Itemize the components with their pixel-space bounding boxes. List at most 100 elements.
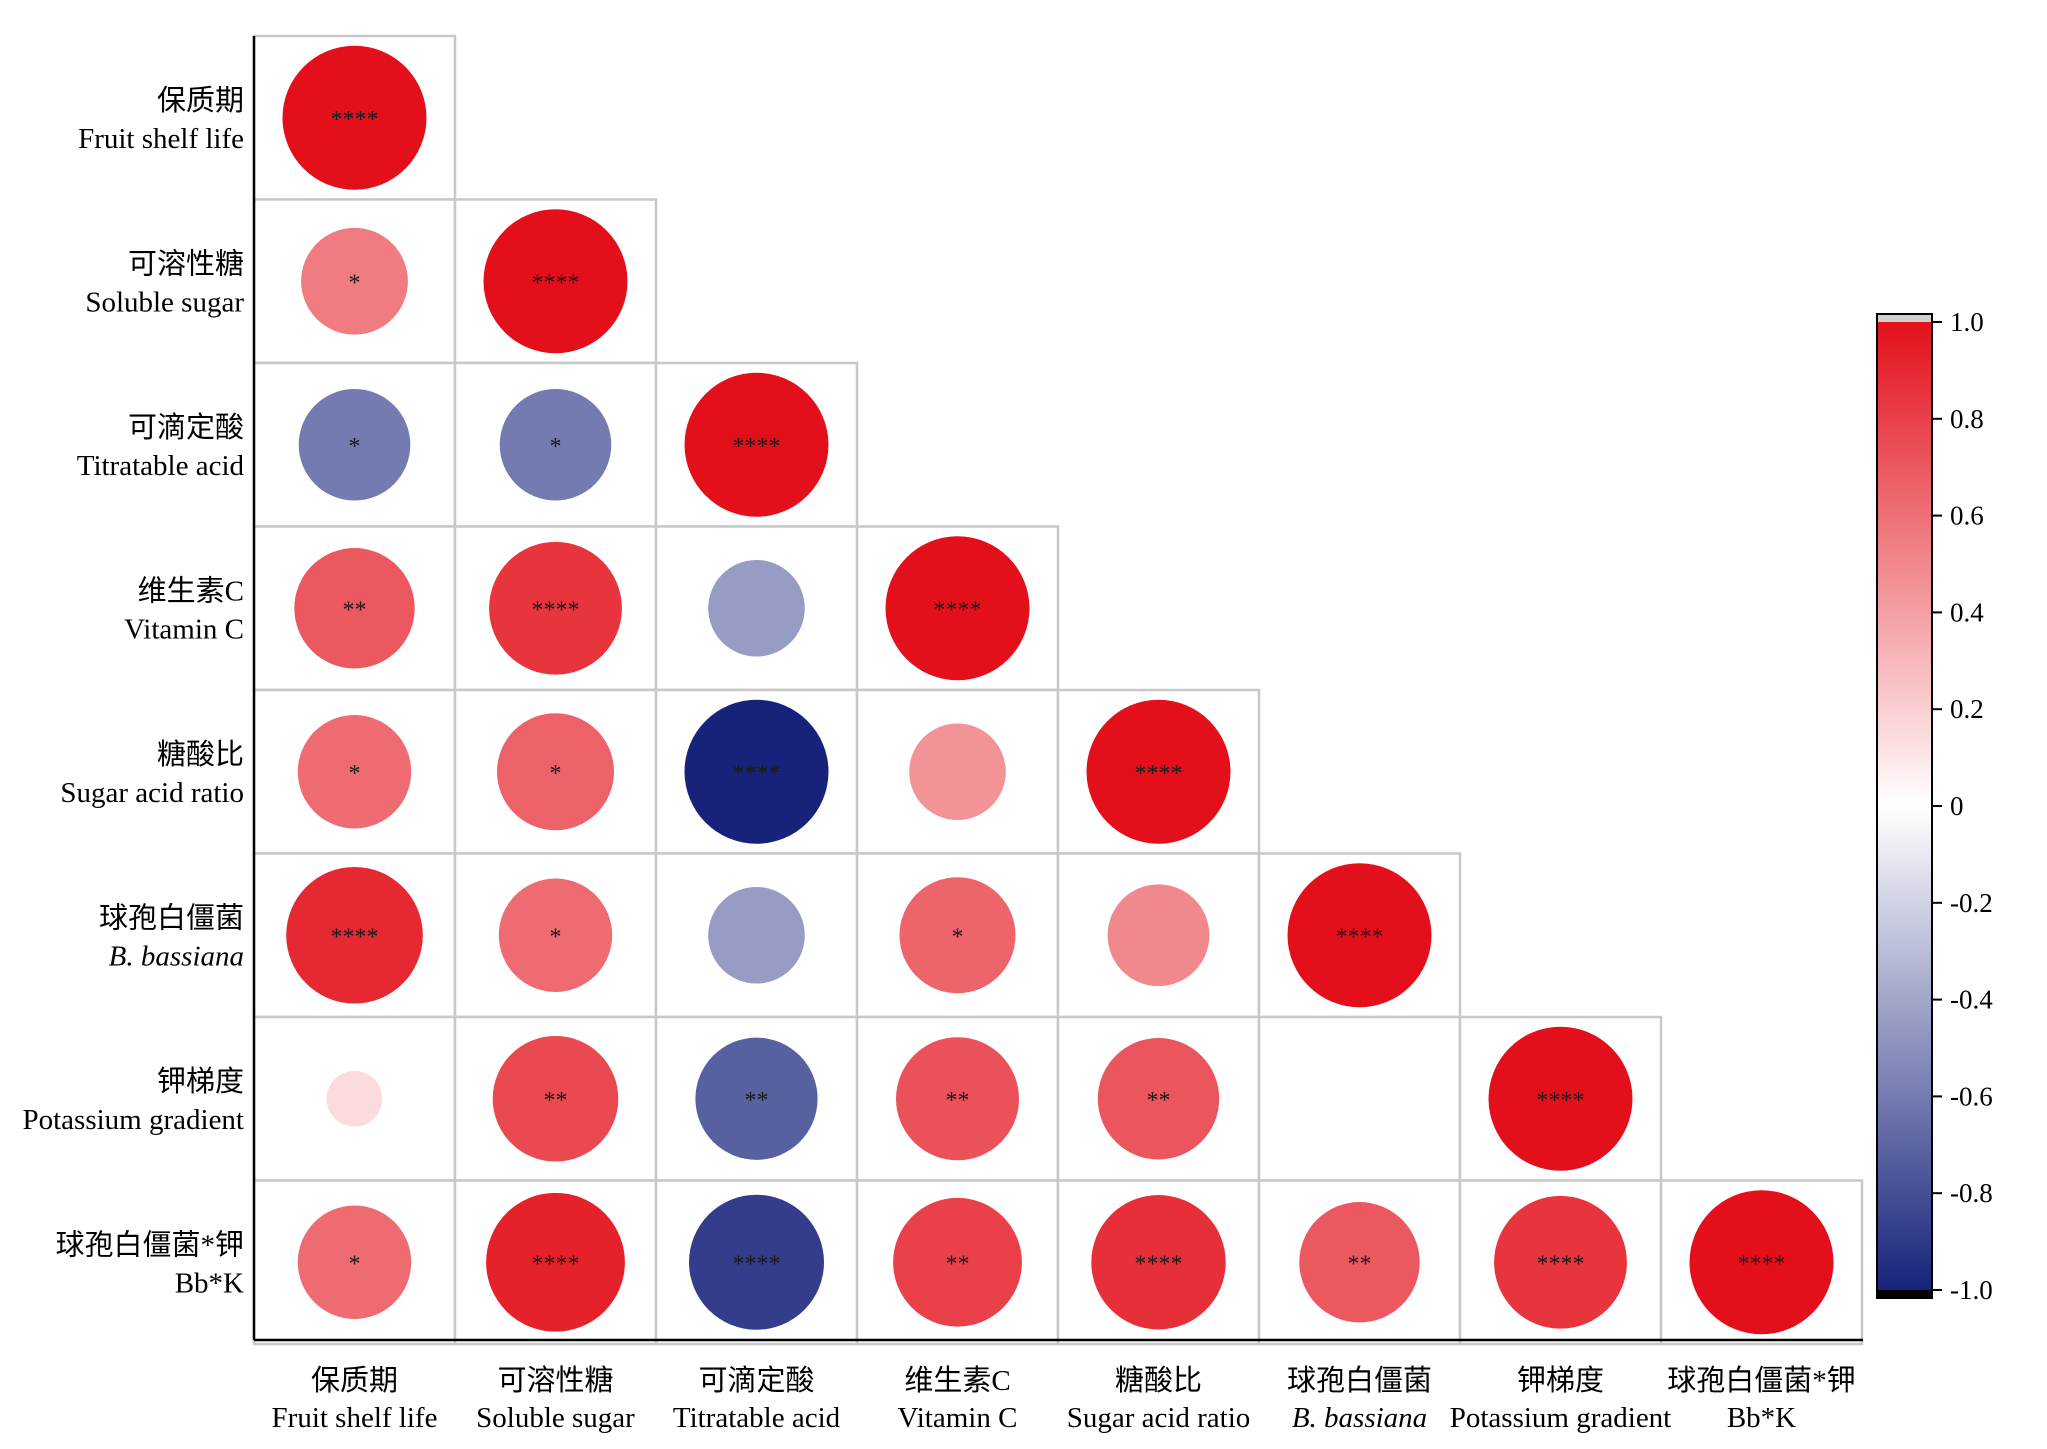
significance-label: * xyxy=(550,761,562,787)
x-label-zh: 可溶性糖 xyxy=(497,1364,613,1397)
correlation-circle xyxy=(1086,699,1231,844)
axes xyxy=(252,36,1863,1342)
correlation-circle xyxy=(1494,1195,1627,1329)
significance-label: ** xyxy=(946,1088,970,1114)
y-axis-labels: 保质期 Fruit shelf life 可溶性糖 Soluble sugar 可滴定酸… xyxy=(22,84,244,1300)
correlation-circle xyxy=(486,1192,625,1332)
y-label-en: Vitamin C xyxy=(124,613,244,645)
colorbar-tick-label: 0.4 xyxy=(1950,597,1984,627)
significance-label: * xyxy=(349,1251,361,1277)
correlation-circle xyxy=(286,866,423,1004)
x-label-en: Soluble sugar xyxy=(476,1402,635,1434)
x-label-en: Vitamin C xyxy=(898,1402,1018,1434)
y-label-zh: 维生素C xyxy=(138,574,244,607)
cell-grid: ***** ***** * ****** **** ***** * **** ******** *… xyxy=(252,34,1864,1346)
correlation-circle xyxy=(326,1070,383,1127)
correlation-circle xyxy=(909,723,1006,821)
significance-label: ** xyxy=(343,597,367,623)
correlation-circle xyxy=(885,536,1030,681)
colorbar-tick-label: -0.8 xyxy=(1950,1178,1993,1208)
significance-label: **** xyxy=(1336,924,1384,950)
correlation-circle xyxy=(896,1037,1019,1161)
y-label-zh: 球孢白僵菌*钾 xyxy=(55,1228,244,1261)
x-label-zh: 糖酸比 xyxy=(1115,1364,1202,1397)
significance-label: **** xyxy=(934,597,982,623)
y-label-en: Fruit shelf life xyxy=(78,123,244,155)
significance-label: * xyxy=(550,924,562,950)
significance-label: * xyxy=(952,924,964,950)
x-label-en: Sugar acid ratio xyxy=(1067,1402,1251,1434)
significance-label: ** xyxy=(544,1088,568,1114)
correlation-circle xyxy=(684,372,829,517)
correlation-circle xyxy=(499,388,612,501)
significance-label: * xyxy=(550,434,562,460)
colorbar-bottom-cap xyxy=(1877,1290,1932,1298)
significance-label: ** xyxy=(1147,1088,1171,1114)
correlation-circle xyxy=(492,1035,619,1162)
y-label-en: B. bassiana xyxy=(109,940,244,972)
x-label-en: Bb*K xyxy=(1727,1402,1796,1434)
correlation-circle xyxy=(282,45,427,190)
significance-label: **** xyxy=(1537,1088,1585,1114)
colorbar-tick-label: -0.6 xyxy=(1950,1081,1993,1111)
y-label-en: Sugar acid ratio xyxy=(60,777,244,809)
x-label-en: Titratable acid xyxy=(673,1402,841,1434)
correlation-circle xyxy=(1107,884,1210,987)
significance-label: ** xyxy=(1348,1251,1372,1277)
correlation-circle xyxy=(294,548,415,669)
significance-label: **** xyxy=(1537,1251,1585,1277)
colorbar-tick-label: 1.0 xyxy=(1950,307,1984,337)
correlation-circle xyxy=(1488,1026,1633,1171)
colorbar-tick-label: -0.2 xyxy=(1950,888,1993,918)
significance-label: **** xyxy=(532,1251,580,1277)
y-label-zh: 糖酸比 xyxy=(157,738,244,771)
y-label-zh: 钾梯度 xyxy=(157,1065,244,1098)
colorbar-tick-label: -1.0 xyxy=(1950,1275,1993,1305)
x-label-zh: 可滴定酸 xyxy=(698,1364,814,1397)
cell-frame xyxy=(1257,1015,1462,1182)
significance-label: ** xyxy=(745,1088,769,1114)
y-label-en: Soluble sugar xyxy=(85,286,244,318)
correlation-circle xyxy=(489,541,622,675)
significance-label: * xyxy=(349,270,361,296)
x-label-zh: 球孢白僵菌*钾 xyxy=(1667,1364,1856,1397)
correlation-circle xyxy=(297,1205,412,1319)
colorbar-gradient xyxy=(1877,322,1932,1290)
correlation-circle xyxy=(1287,863,1432,1008)
correlation-circle xyxy=(899,877,1016,994)
correlation-circle xyxy=(689,1194,824,1330)
correlation-circle xyxy=(893,1197,1022,1327)
significance-label: * xyxy=(349,434,361,460)
colorbar-tick-label: 0.2 xyxy=(1950,694,1984,724)
significance-label: **** xyxy=(532,270,580,296)
y-label-zh: 可滴定酸 xyxy=(128,411,244,444)
colorbar: 1.0 0.8 0.6 0.4 0.2 0 -0.2 -0.4 -0.6 -0.8 -1.0 xyxy=(1876,307,1993,1305)
significance-label: **** xyxy=(1135,1251,1183,1277)
correlation-circle xyxy=(708,559,805,657)
colorbar-tick-label: 0.6 xyxy=(1950,501,1984,531)
significance-label: **** xyxy=(532,597,580,623)
significance-label: **** xyxy=(1738,1251,1786,1277)
correlation-circle xyxy=(684,699,829,844)
correlation-circle xyxy=(301,227,408,335)
y-label-zh: 可溶性糖 xyxy=(128,247,244,280)
colorbar-top-cap xyxy=(1877,314,1932,323)
correlation-circle xyxy=(497,713,614,831)
significance-label: **** xyxy=(733,761,781,787)
significance-label: **** xyxy=(1135,761,1183,787)
x-label-zh: 钾梯度 xyxy=(1517,1364,1604,1397)
y-label-en: Titratable acid xyxy=(77,450,245,482)
x-label-zh: 维生素C xyxy=(904,1364,1010,1397)
x-label-en: Potassium gradient xyxy=(1450,1402,1672,1434)
correlation-circle xyxy=(297,715,412,829)
significance-label: **** xyxy=(331,924,379,950)
correlation-circle xyxy=(1689,1190,1834,1335)
significance-label: **** xyxy=(733,1251,781,1277)
x-axis-labels: 保质期 Fruit shelf life 可溶性糖 Soluble sugar 可滴定酸… xyxy=(272,1364,1856,1434)
correlation-circle xyxy=(298,388,411,501)
colorbar-tick-label: 0.8 xyxy=(1950,404,1984,434)
correlation-circle xyxy=(1097,1038,1220,1160)
y-label-zh: 保质期 xyxy=(157,84,244,117)
